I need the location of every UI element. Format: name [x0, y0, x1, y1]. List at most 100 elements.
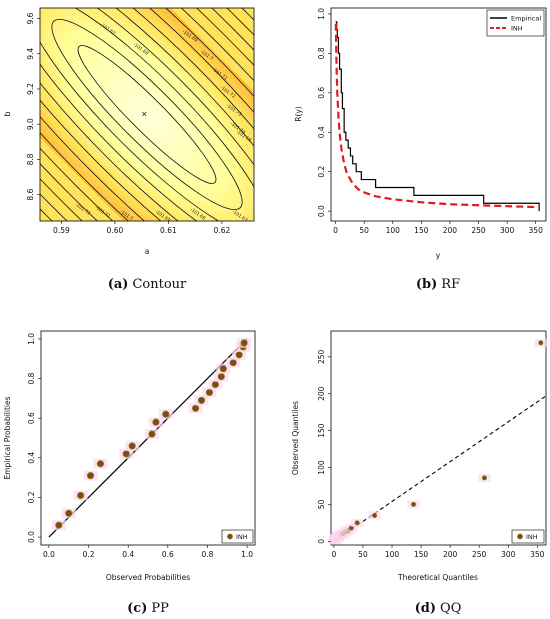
contour-line	[51, 18, 243, 211]
caption-letter-c: (c)	[127, 601, 147, 616]
caption-text-c: PP	[151, 601, 169, 616]
contour-y-tick-label: 9.2	[26, 83, 35, 95]
contour-line	[40, 8, 254, 221]
pp-point	[148, 430, 156, 438]
pp-y-tick-label: 0.6	[27, 412, 36, 424]
pp-x-tick-label: 1.0	[241, 550, 253, 559]
pp-point	[219, 365, 227, 373]
pp-y-ticks: 0.0 0.2 0.4 0.6 0.8 1.0	[27, 333, 41, 543]
pp-x-ticks: 0.0 0.2 0.4 0.6 0.8 1.0	[43, 545, 253, 559]
qq-y-tick-label: 250	[317, 349, 326, 364]
pp-x-tick-label: 0.4	[122, 550, 134, 559]
qq-legend: INH	[511, 529, 545, 544]
pp-point	[55, 521, 63, 529]
pp-point	[205, 388, 214, 397]
pp-point	[96, 460, 105, 468]
qq-point	[354, 520, 360, 526]
pp-caption: (c) PP	[127, 601, 169, 616]
pp-point	[235, 351, 243, 359]
rf-x-tick-label: 100	[386, 226, 401, 235]
caption-text-b: RF	[441, 277, 460, 292]
qq-plot-area	[328, 338, 547, 545]
rf-legend-label: Empirical	[511, 14, 541, 22]
pp-point	[217, 372, 225, 381]
pp-y-tick-label: 0.2	[27, 491, 36, 503]
rf-y-tick-label: 0.2	[317, 166, 326, 178]
qq-x-tick-label: 100	[385, 550, 400, 559]
qq-x-tick-label: 0	[332, 550, 337, 559]
rf-x-tick-label: 300	[500, 226, 515, 235]
pp-legend-box	[221, 529, 254, 544]
pp-point	[128, 442, 136, 450]
qq-y-label: Observed Quantiles	[291, 401, 300, 475]
pp-frame	[40, 330, 256, 546]
pp-point	[86, 472, 95, 480]
qq-x-label: Theoretical Quantiles	[397, 573, 478, 582]
qq-x-ticks: 0 50 100 150 200 250 300 350	[332, 545, 545, 559]
qq-point	[481, 475, 487, 481]
contour-x-tick-label: 0.61	[160, 226, 177, 235]
rf-x-tick-label: 200	[443, 226, 458, 235]
contour-y-label: b	[3, 111, 12, 116]
qq-y-tick-label: 50	[317, 499, 326, 509]
rf-plot-area	[334, 21, 540, 212]
rf-y-tick-label: 1.0	[317, 8, 326, 20]
rf-frame	[330, 7, 547, 222]
rf-x-tick-label: 250	[471, 226, 486, 235]
pp-point	[162, 410, 170, 418]
contour-line	[40, 8, 254, 221]
rf-x-label: y	[436, 251, 441, 260]
qq-x-tick-label: 350	[530, 550, 545, 559]
rf-x-tick-label: 50	[359, 226, 369, 235]
pp-point	[152, 418, 160, 426]
qq-point	[411, 501, 417, 507]
contour-line	[40, 8, 254, 221]
qq-point	[372, 512, 378, 518]
contour-x-tick-label: 0.59	[53, 226, 70, 235]
pp-point	[240, 339, 248, 347]
rf-legend: Empirical INH	[486, 9, 545, 37]
rf-y-tick-label: 0.0	[317, 205, 326, 217]
contour-caption: (a) Contour	[108, 277, 187, 292]
pp-point	[191, 404, 200, 412]
optimum-marker: ×	[141, 110, 147, 119]
qq-legend-swatch	[517, 533, 523, 540]
pp-y-tick-label: 0.4	[27, 452, 36, 464]
pp-legend-label: INH	[236, 533, 248, 541]
contour-x-ticks: 0.59 0.60 0.61 0.62	[53, 221, 230, 235]
qq-legend-label: INH	[526, 533, 538, 541]
rf-panel: 0 50 100 150 200 250 300 350 0.0 0.2 0.4 0.6 0.8 1.0…	[294, 7, 547, 292]
pp-panel: 0.0 0.2 0.4 0.6 0.8 1.0 0.0 0.2 0.4 0.6 0.8 1.0 Ob…	[3, 330, 256, 616]
pp-y-tick-label: 0.8	[27, 372, 36, 384]
pp-point	[197, 396, 206, 404]
contour-x-tick-label: 0.62	[214, 226, 231, 235]
contour-frame	[39, 7, 255, 222]
contour-y-tick-label: 9.4	[26, 48, 35, 60]
contour-line	[40, 8, 254, 221]
rf-series-inh	[334, 23, 540, 209]
rf-legend-label: INH	[511, 24, 523, 32]
rf-x-tick-label: 150	[414, 226, 429, 235]
pp-x-tick-label: 0.6	[162, 550, 174, 559]
contour-heat-fill	[40, 8, 254, 221]
caption-letter-b: (b)	[416, 277, 437, 292]
pp-plot-area	[48, 337, 252, 538]
qq-y-tick-label: 150	[317, 423, 326, 438]
contour-x-tick-label: 0.60	[107, 226, 124, 235]
caption-letter-d: (d)	[415, 601, 436, 616]
qq-reference-line	[333, 395, 547, 542]
qq-point	[538, 340, 544, 346]
qq-caption: (d) QQ	[415, 601, 462, 616]
qq-x-tick-label: 200	[443, 550, 458, 559]
pp-y-tick-label: 1.0	[27, 333, 36, 345]
contour-line	[40, 8, 254, 221]
qq-legend-box	[511, 529, 545, 544]
contour-line	[40, 8, 254, 221]
contour-y-tick-label: 9.0	[26, 118, 35, 130]
qq-x-tick-label: 150	[414, 550, 429, 559]
pp-point	[77, 491, 85, 500]
rf-y-tick-label: 0.4	[317, 126, 326, 138]
rf-legend-box	[486, 9, 545, 37]
